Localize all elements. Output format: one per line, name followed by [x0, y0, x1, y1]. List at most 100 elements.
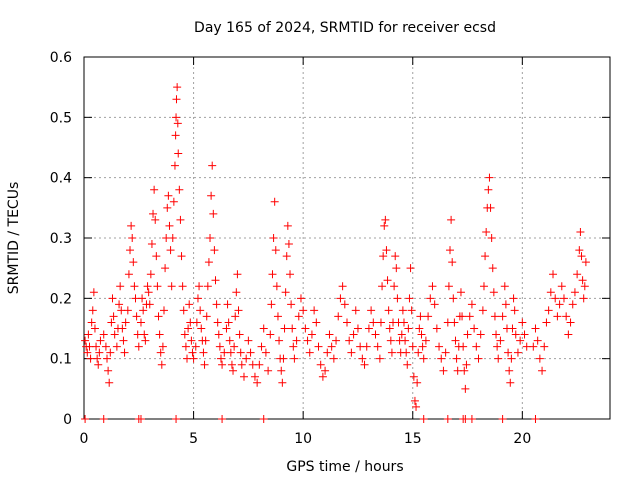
y-tick-label: 0.4 [50, 171, 72, 187]
data-point [448, 258, 457, 267]
data-point [250, 372, 259, 381]
data-point [540, 342, 549, 351]
data-point [206, 234, 215, 242]
data-point [500, 282, 509, 291]
data-point [334, 312, 343, 321]
data-point [419, 354, 428, 363]
data-point [107, 318, 116, 327]
data-point [384, 306, 393, 315]
data-point [287, 300, 296, 309]
data-point [310, 306, 319, 315]
data-point [529, 342, 538, 351]
data-point [189, 354, 198, 363]
data-point [146, 270, 155, 279]
data-point [360, 360, 369, 369]
data-point [380, 221, 389, 230]
data-point [171, 131, 180, 140]
data-point [159, 306, 168, 315]
data-point [577, 252, 586, 261]
data-point [390, 282, 399, 291]
data-point [201, 336, 210, 345]
data-point [282, 252, 291, 261]
y-axis-label: SRMTID / TECUs [6, 182, 22, 295]
data-point [504, 348, 513, 357]
data-point [153, 282, 162, 291]
data-point [104, 366, 113, 375]
data-point [458, 312, 467, 321]
data-point [488, 264, 497, 273]
data-point [538, 366, 547, 375]
chart-title: Day 165 of 2024, SRMTID for receiver ecs… [194, 20, 496, 36]
data-point [286, 270, 295, 279]
data-point [412, 402, 421, 411]
data-point [112, 342, 121, 351]
data-point [511, 330, 520, 339]
data-point [501, 300, 510, 309]
data-point [516, 336, 525, 345]
data-point [576, 227, 585, 236]
data-point [327, 342, 336, 351]
data-point [518, 318, 527, 327]
y-tick-label: 0.3 [50, 231, 72, 247]
data-point [269, 234, 278, 242]
x-tick-label: 0 [80, 431, 89, 447]
data-point [149, 209, 158, 218]
data-point [138, 294, 147, 303]
data-point [227, 360, 236, 369]
data-point [103, 354, 112, 363]
data-point [195, 282, 204, 291]
data-point [401, 336, 410, 345]
data-point [531, 415, 540, 423]
data-point [215, 342, 224, 351]
data-point [463, 330, 472, 339]
data-point [551, 294, 560, 303]
data-point [123, 306, 132, 315]
data-point [460, 366, 469, 375]
data-point [266, 330, 275, 339]
data-point [191, 342, 200, 351]
data-point [174, 149, 183, 158]
data-point [336, 294, 345, 303]
data-point [498, 312, 507, 321]
data-point [165, 221, 174, 230]
data-point [369, 318, 378, 327]
data-point [481, 252, 490, 261]
data-point [417, 330, 426, 339]
data-point [233, 270, 242, 279]
data-point [223, 300, 232, 309]
data-point [163, 203, 172, 212]
data-point [353, 324, 362, 333]
data-point [261, 348, 270, 357]
data-point [87, 318, 96, 327]
data-point [347, 348, 356, 357]
data-point [568, 300, 577, 309]
data-point [157, 360, 166, 369]
data-point [367, 306, 376, 315]
data-point [179, 306, 188, 315]
data-point [204, 258, 213, 267]
data-point [418, 342, 427, 351]
data-point [405, 294, 414, 303]
data-point [167, 282, 176, 291]
data-point [273, 312, 282, 321]
data-point [379, 252, 388, 261]
data-point [520, 330, 529, 339]
data-point [210, 246, 219, 255]
data-point [579, 294, 588, 303]
data-point [235, 330, 244, 339]
data-point [281, 288, 290, 297]
data-point [472, 342, 481, 351]
data-point [115, 300, 124, 309]
data-point [211, 276, 220, 285]
data-point [485, 173, 494, 182]
data-point [314, 342, 323, 351]
data-point [173, 119, 182, 128]
data-point [301, 324, 310, 333]
data-point [257, 342, 266, 351]
data-point [441, 348, 450, 357]
y-tick-label: 0.5 [50, 110, 72, 126]
data-point [542, 318, 551, 327]
data-point [197, 324, 206, 333]
data-point [474, 354, 483, 363]
